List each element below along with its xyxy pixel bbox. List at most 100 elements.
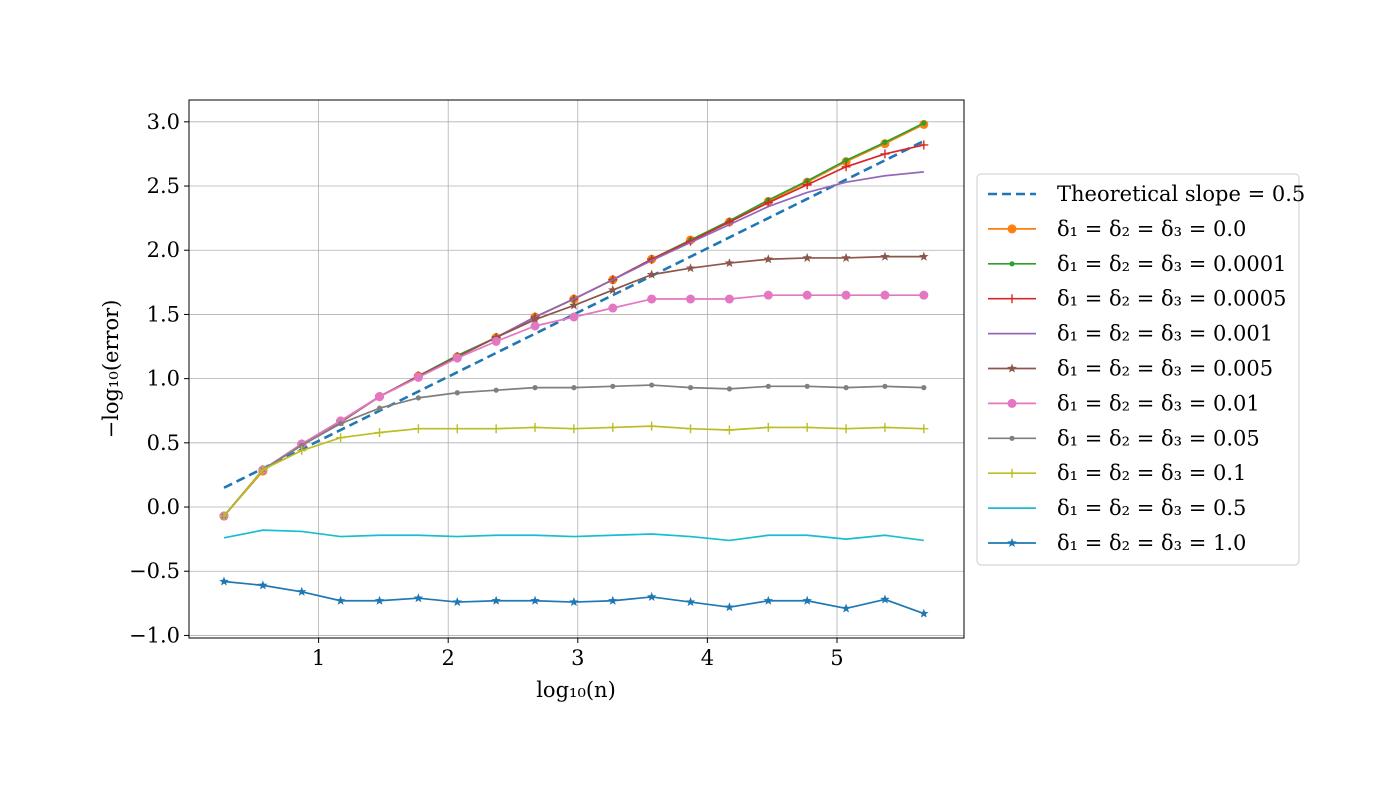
series-marker (647, 421, 657, 431)
x-tick-label: 3 (571, 646, 584, 670)
y-tick-label: 3.0 (147, 110, 180, 134)
series-marker (452, 424, 462, 434)
series-marker (299, 442, 305, 448)
series-marker (338, 420, 344, 427)
x-tick-label: 5 (830, 646, 843, 670)
legend-marker (1007, 294, 1017, 304)
series-marker (569, 312, 579, 322)
series-marker (802, 180, 812, 190)
series-marker (413, 593, 424, 603)
series-marker (726, 386, 733, 392)
series-marker (415, 395, 421, 401)
series-marker (841, 252, 851, 262)
series-marker (880, 251, 890, 261)
series-10 (219, 576, 929, 618)
legend-label: δ₁ = δ₂ = δ₃ = 0.1 (1057, 461, 1246, 485)
series-marker (804, 383, 810, 389)
series-marker (569, 597, 579, 607)
series-marker (802, 595, 812, 605)
series-9 (223, 529, 924, 542)
series-marker (375, 392, 385, 402)
series-marker (491, 336, 501, 346)
series-marker (841, 162, 851, 172)
series-marker (491, 595, 501, 605)
y-tick-label: 0.0 (147, 495, 180, 519)
series-marker (608, 422, 618, 432)
series-marker (649, 382, 655, 388)
series-marker (843, 157, 849, 163)
legend-label: δ₁ = δ₂ = δ₃ = 1.0 (1057, 531, 1246, 555)
series-marker (724, 602, 735, 612)
series-marker (802, 252, 812, 262)
series-marker (258, 465, 268, 475)
legend-marker (1007, 363, 1017, 373)
legend-marker (1009, 435, 1015, 441)
plot-frame (188, 99, 965, 639)
plot-series (219, 119, 929, 618)
y-tick-label: −0.5 (129, 559, 180, 583)
y-tick-label: 1.5 (147, 302, 180, 326)
series-marker (685, 263, 696, 273)
legend-marker (1009, 261, 1015, 267)
series-marker (608, 303, 618, 313)
legend-marker (1007, 538, 1017, 548)
legend-label: δ₁ = δ₂ = δ₃ = 0.5 (1057, 496, 1246, 520)
series-marker (491, 424, 501, 434)
series-marker (921, 385, 927, 391)
series-marker (336, 433, 346, 443)
series-marker (686, 294, 696, 304)
series-marker (608, 595, 618, 605)
legend-label: δ₁ = δ₂ = δ₃ = 0.0 (1057, 217, 1246, 241)
legend-marker (1007, 468, 1017, 478)
legend-marker (1007, 224, 1017, 234)
y-tick-label: −1.0 (129, 623, 180, 647)
series-marker (452, 353, 462, 363)
series-marker (335, 595, 346, 605)
legend-label: δ₁ = δ₂ = δ₃ = 0.01 (1057, 391, 1260, 415)
series-marker (258, 580, 268, 590)
series-marker (841, 603, 851, 613)
legend-label: Theoretical slope = 0.5 (1057, 182, 1305, 206)
legend-label: δ₁ = δ₂ = δ₃ = 0.0005 (1057, 287, 1287, 311)
series-marker (843, 385, 849, 391)
y-axis-label: −log₁₀(error) (99, 300, 123, 439)
legend-marker (1007, 398, 1017, 408)
x-axis-label: log₁₀(n) (536, 678, 616, 702)
series-marker (647, 294, 657, 304)
series-marker (919, 251, 929, 261)
series-marker (724, 425, 734, 435)
x-tick-label: 2 (442, 646, 455, 670)
series-marker (882, 139, 888, 145)
series-marker (921, 120, 927, 126)
series-marker (919, 608, 929, 618)
series-marker (530, 314, 540, 324)
series-marker (686, 424, 696, 434)
series-marker (646, 269, 657, 279)
series-0 (223, 139, 925, 489)
series-marker (687, 385, 694, 391)
series-marker (763, 290, 773, 300)
series-marker (919, 140, 929, 150)
y-tick-label: 0.5 (147, 431, 180, 455)
series-marker (530, 595, 540, 605)
series-marker (841, 424, 851, 434)
y-tick-label: 2.0 (147, 238, 180, 262)
series-marker (297, 586, 307, 596)
series-marker (452, 597, 463, 607)
series-8 (219, 421, 929, 521)
series-marker (763, 595, 774, 605)
series-marker (919, 424, 929, 434)
series-marker (532, 385, 538, 391)
series-line (223, 139, 925, 489)
series-marker (297, 446, 307, 456)
legend-label: δ₁ = δ₂ = δ₃ = 0.001 (1057, 322, 1273, 346)
series-marker (608, 285, 618, 295)
series-marker (763, 254, 774, 264)
series-marker (880, 422, 890, 432)
series-marker (724, 258, 735, 268)
series-7 (221, 382, 927, 519)
series-marker (219, 576, 229, 586)
axis-ticks: 1 2 3 4 5 −1.0 −0.5 0.0 0.5 1.0 1.5 2.0 2.5 3.0 (129, 110, 844, 670)
series-marker (530, 422, 540, 432)
